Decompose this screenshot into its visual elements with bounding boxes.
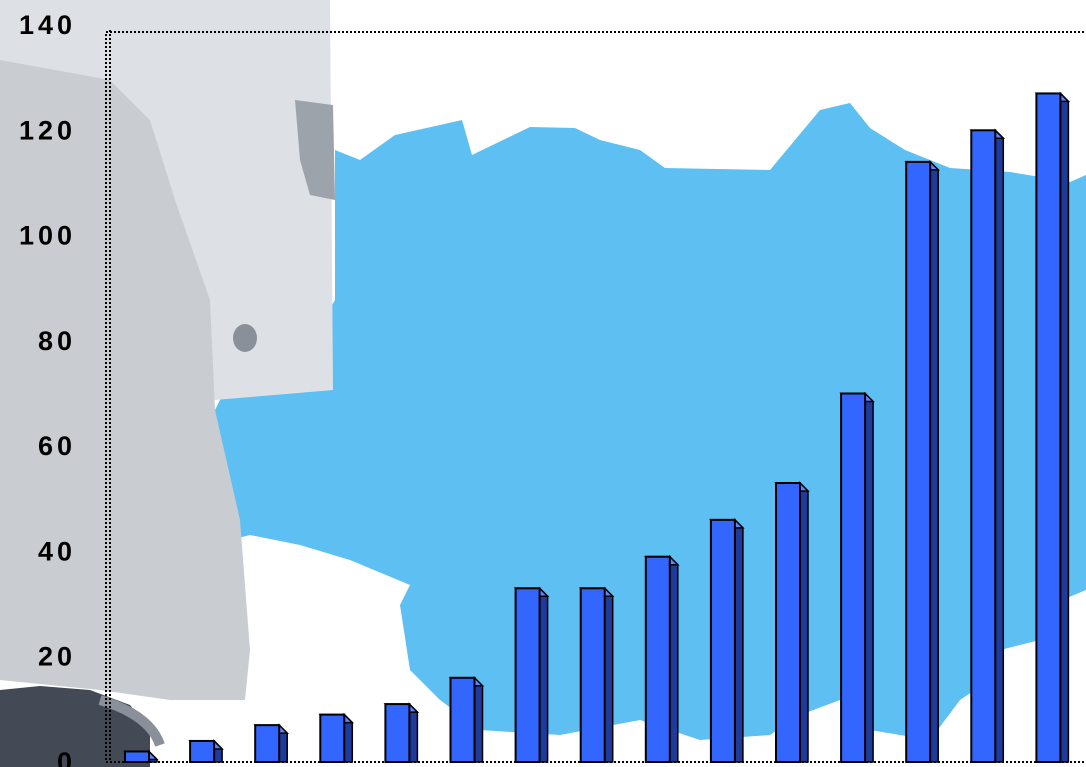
bar [904,160,941,764]
bar-side [864,391,874,763]
bar-front [709,518,736,763]
bar-front [905,160,932,764]
bar-front [579,587,606,763]
bar-side [1059,91,1070,763]
bar [448,675,485,763]
bar-side [669,554,679,763]
bar-side [929,160,939,763]
bar-front [384,703,411,763]
bar-front [775,481,801,763]
bar-side [538,586,549,763]
bar-front [189,739,216,764]
background-figure-light [0,0,333,400]
bar-side [994,128,1005,763]
bar-front [514,587,541,763]
bar [969,128,1006,764]
bar [578,586,615,763]
y-tick-label: 140 [19,10,76,40]
bar [1034,91,1071,763]
bar-front [319,713,346,763]
bar-front [840,392,867,763]
y-tick-label: 0 [57,747,76,767]
bar-side [734,518,744,763]
background-figure-mid [0,60,250,700]
bars-group [123,91,1071,764]
y-tick-label: 20 [38,642,76,672]
bar [253,723,290,764]
bar-front [254,724,281,764]
bar [839,391,875,763]
bar [383,702,420,763]
background-figure-spot [233,324,257,352]
bar [709,518,745,763]
bar-front [124,750,150,764]
y-tick-label: 60 [38,431,76,461]
bar-front [1035,92,1062,763]
bar-front [644,555,671,764]
bar [188,739,224,764]
bar [123,749,159,764]
y-axis-ticks: 0 20 40 60 80 100 120 140 [19,10,76,767]
background-figure-accent [295,100,335,200]
bar-side [603,586,614,763]
bar [774,481,810,763]
bar [318,712,355,763]
y-tick-label: 40 [38,536,76,566]
bar-side [799,481,809,763]
y-tick-label: 80 [38,326,76,356]
bar-front [970,129,997,764]
y-tick-label: 120 [19,115,76,145]
background-figure-base-rim [98,695,165,747]
bar [513,586,550,763]
bar-side [473,675,484,763]
bar-front [449,676,476,763]
y-tick-label: 100 [19,221,76,251]
bar [643,554,680,764]
